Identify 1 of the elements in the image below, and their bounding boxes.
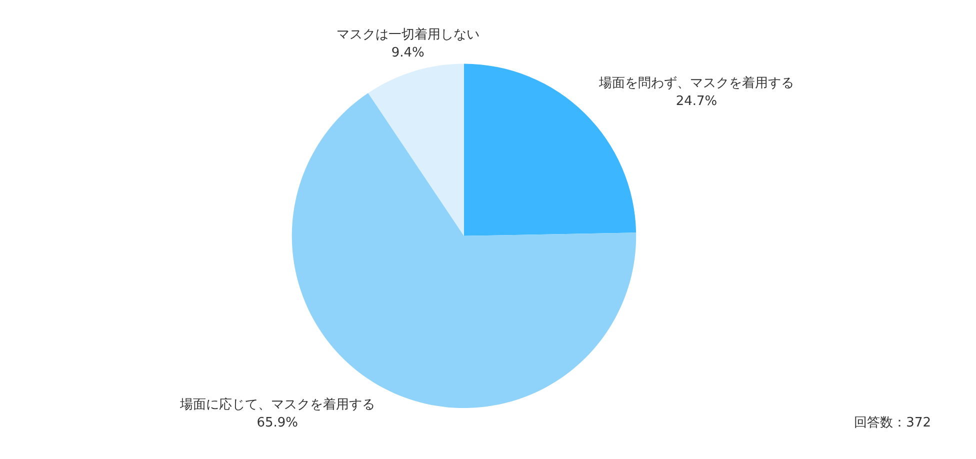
annotation: 回答数：372	[854, 416, 931, 430]
